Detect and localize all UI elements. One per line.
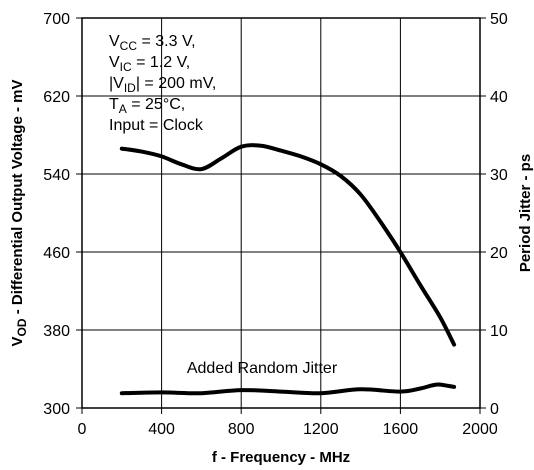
- grid: [82, 18, 480, 408]
- x-tick-label: 1200: [303, 421, 339, 438]
- y-axis-left-title: VOD - Differential Output Voltage - mV: [9, 80, 29, 347]
- y-right-tick-label: 10: [490, 323, 508, 340]
- vod-series-line: [119, 143, 457, 347]
- series-layer: [119, 143, 457, 396]
- y-left-tick-label: 620: [43, 89, 70, 106]
- y-right-tick-label: 40: [490, 89, 508, 106]
- y-right-tick-label: 50: [490, 11, 508, 28]
- y-right-tick-label: 30: [490, 167, 508, 184]
- plot-frame: [81, 17, 481, 409]
- annotation-added-random-jitter: Added Random Jitter: [187, 360, 338, 377]
- y-axis-right-title: Period Jitter - ps: [517, 154, 534, 272]
- y-left-tick-label: 300: [43, 401, 70, 418]
- ticks-layer: 0 400 800 1200 1600 2000 300 380 460 540 620 700 0 10…: [43, 11, 508, 438]
- test-conditions: VCC = 3.3 V, VIC = 1.2 V, |VID| = 200 mV, T…: [109, 33, 216, 134]
- x-tick-label: 2000: [462, 421, 498, 438]
- x-tick-label: 0: [78, 421, 87, 438]
- x-axis-title: f - Frequency - MHz: [212, 449, 350, 466]
- y-right-tick-label: 0: [490, 401, 499, 418]
- y-right-tick-label: 20: [490, 245, 508, 262]
- y-left-tick-label: 700: [43, 11, 70, 28]
- x-tick-label: 800: [228, 421, 255, 438]
- x-tick-label: 400: [148, 421, 175, 438]
- y-left-tick-label: 540: [43, 167, 70, 184]
- x-tick-label: 1600: [383, 421, 419, 438]
- y-left-tick-label: 380: [43, 323, 70, 340]
- jitter-series-line: [119, 382, 457, 396]
- y-left-tick-label: 460: [43, 245, 70, 262]
